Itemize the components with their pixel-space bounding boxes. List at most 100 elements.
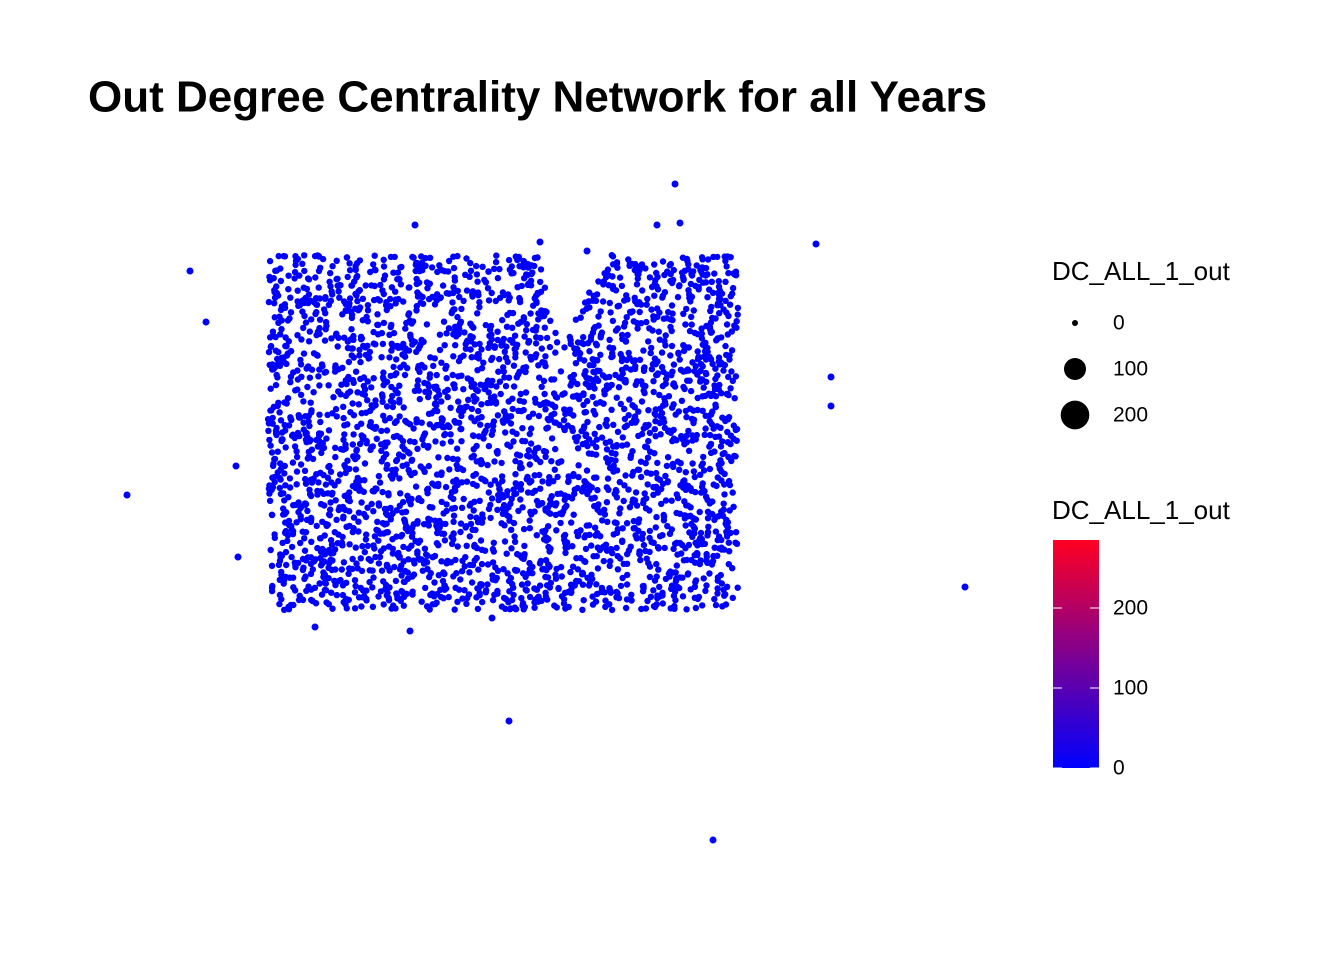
node — [606, 299, 613, 307]
node — [692, 282, 699, 290]
node — [285, 422, 293, 429]
node — [346, 541, 353, 548]
node — [328, 479, 335, 486]
node — [267, 343, 274, 351]
node — [714, 474, 721, 481]
node — [344, 457, 351, 464]
node — [287, 379, 294, 386]
node — [282, 548, 290, 556]
node — [501, 374, 508, 381]
node — [619, 354, 626, 362]
node — [623, 422, 631, 429]
node — [628, 591, 635, 598]
node — [584, 418, 591, 426]
node — [582, 558, 589, 566]
node — [495, 496, 502, 504]
node — [450, 495, 457, 503]
node — [463, 255, 470, 262]
node — [281, 399, 288, 406]
node — [670, 361, 678, 368]
node — [399, 509, 406, 516]
node — [370, 328, 377, 336]
node — [656, 583, 663, 591]
node — [467, 267, 475, 274]
node — [411, 469, 418, 476]
node — [696, 535, 704, 542]
node — [580, 340, 587, 348]
node — [321, 502, 328, 509]
node — [489, 559, 497, 566]
node — [511, 538, 519, 545]
node — [457, 576, 464, 583]
node — [378, 427, 385, 435]
node — [424, 490, 431, 497]
node — [306, 486, 313, 493]
node — [378, 458, 385, 465]
node — [651, 577, 659, 584]
node — [685, 447, 693, 454]
node — [420, 465, 427, 473]
node — [711, 270, 718, 277]
node — [482, 321, 489, 329]
node — [420, 432, 427, 440]
node — [357, 333, 365, 340]
node — [554, 473, 561, 481]
node — [478, 365, 486, 372]
node — [283, 561, 290, 569]
node — [468, 322, 475, 329]
node — [685, 287, 692, 294]
node — [626, 354, 633, 361]
node — [414, 260, 421, 267]
node — [375, 537, 382, 544]
node — [399, 453, 407, 460]
node — [679, 574, 686, 581]
node — [329, 605, 336, 612]
node — [488, 336, 495, 343]
node — [734, 584, 741, 591]
node — [389, 392, 396, 400]
node — [528, 511, 535, 518]
node — [727, 385, 734, 392]
node — [555, 459, 562, 466]
node — [542, 353, 549, 360]
node — [529, 326, 537, 334]
node — [704, 515, 712, 522]
node — [305, 276, 313, 283]
node — [520, 406, 527, 414]
node — [692, 604, 700, 612]
node — [591, 502, 598, 510]
node — [628, 419, 635, 426]
node — [594, 486, 601, 494]
node — [510, 438, 517, 445]
node — [346, 295, 354, 302]
node — [451, 606, 458, 613]
node — [364, 302, 372, 309]
node — [295, 302, 302, 310]
node — [469, 293, 476, 300]
node — [698, 325, 705, 332]
node — [397, 281, 405, 288]
node — [543, 334, 551, 342]
node — [633, 535, 640, 542]
node — [460, 407, 467, 414]
node — [399, 588, 406, 595]
node — [440, 510, 447, 517]
node — [477, 381, 484, 388]
node — [384, 589, 391, 597]
node — [349, 400, 356, 407]
node — [392, 288, 399, 295]
node — [540, 377, 548, 385]
node — [501, 522, 508, 529]
node — [282, 482, 289, 489]
node — [458, 412, 465, 420]
node — [352, 455, 359, 463]
node — [639, 287, 646, 294]
node — [354, 272, 361, 280]
node — [338, 539, 346, 546]
node — [633, 502, 641, 509]
node — [375, 593, 382, 600]
node — [334, 343, 341, 350]
node — [621, 482, 628, 489]
node — [372, 402, 379, 409]
node — [287, 415, 294, 422]
